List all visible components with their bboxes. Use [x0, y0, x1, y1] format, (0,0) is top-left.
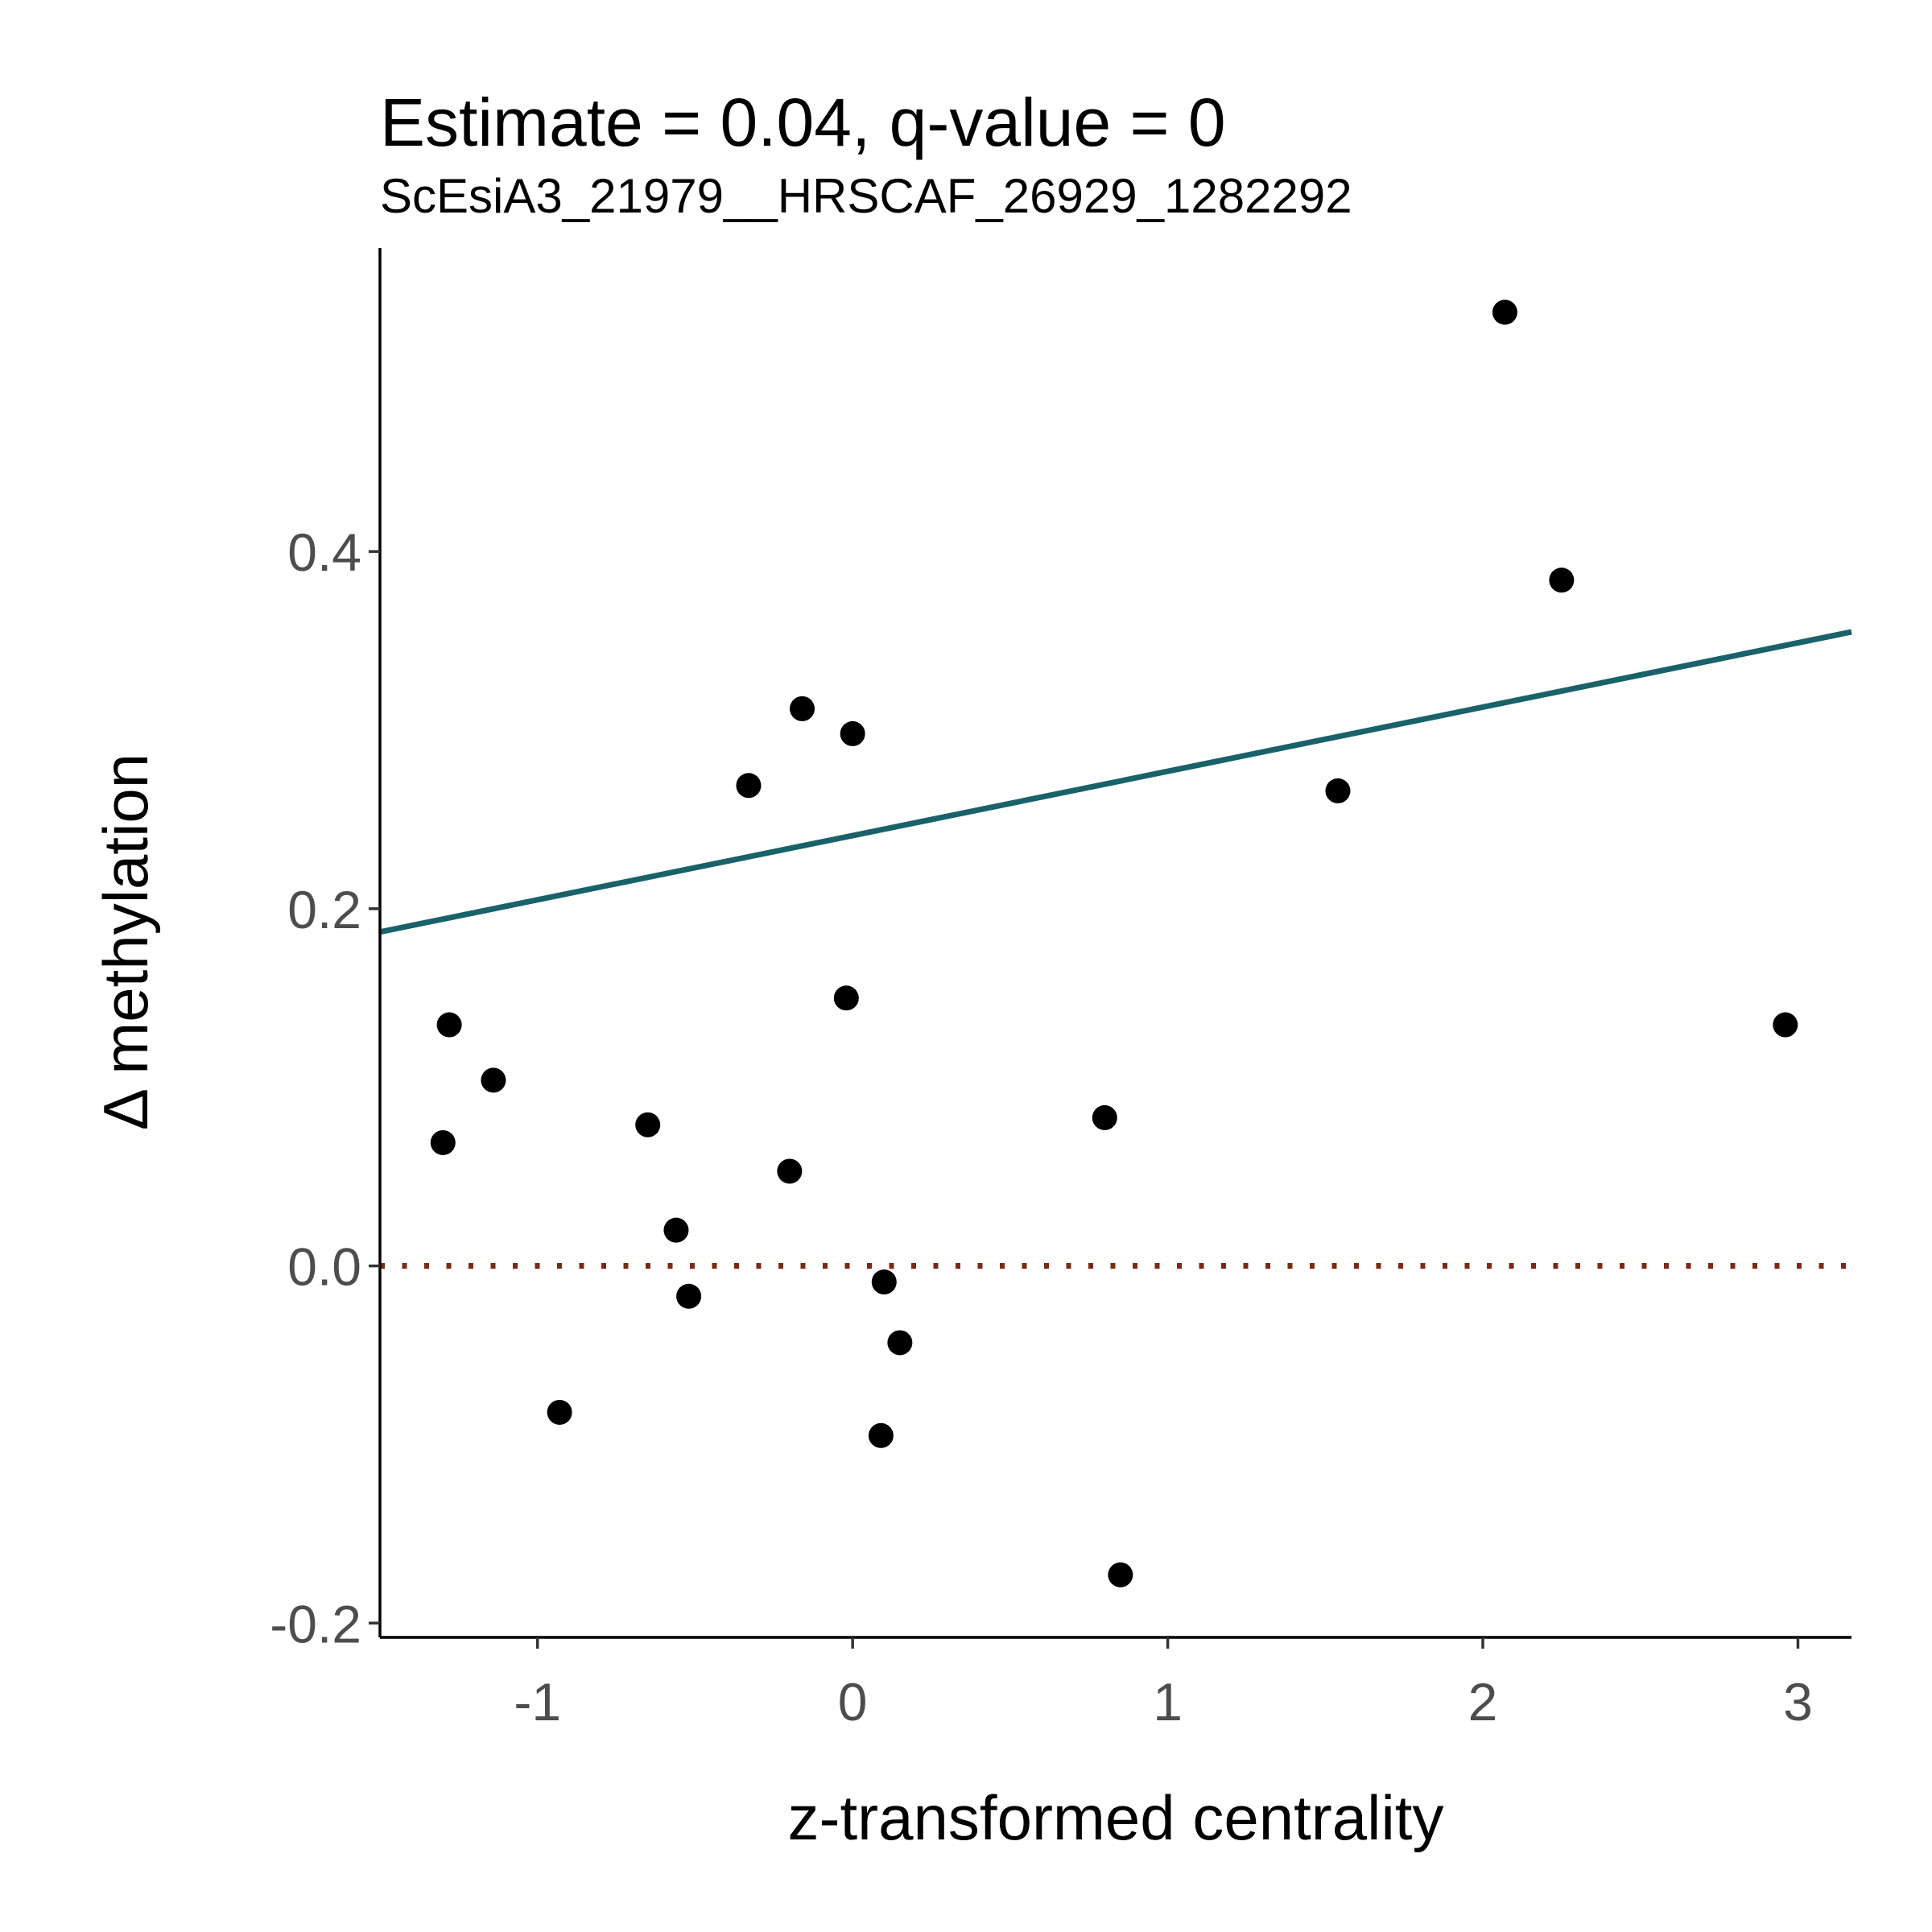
data-point — [736, 773, 762, 799]
data-point — [790, 696, 815, 721]
chart-subtitle: ScEsiA3_21979__HRSCAF_26929_1282292 — [380, 169, 1352, 223]
data-point — [481, 1067, 506, 1093]
x-tick-label: 3 — [1783, 1672, 1813, 1732]
plot-area — [379, 299, 1852, 1587]
x-axis-title: z-transformed centrality — [788, 1782, 1444, 1853]
y-tick-label: -0.2 — [270, 1594, 361, 1653]
y-axis-ticks: -0.2 0.0 0.2 0.4 — [270, 522, 380, 1653]
y-axis-title: Δ methylation — [90, 753, 161, 1130]
data-point — [676, 1283, 702, 1309]
x-tick-label: -1 — [514, 1672, 561, 1732]
x-tick-label: 1 — [1153, 1672, 1183, 1732]
data-point — [1549, 568, 1575, 593]
data-point — [1773, 1012, 1798, 1038]
x-tick-label: 0 — [838, 1672, 868, 1732]
data-point — [833, 985, 859, 1011]
y-tick-label: 0.4 — [287, 522, 361, 582]
y-tick-label: 0.0 — [287, 1237, 361, 1297]
data-point — [1108, 1562, 1133, 1587]
data-point — [1325, 778, 1351, 803]
data-point — [430, 1129, 456, 1155]
x-axis-ticks: -1 0 1 2 3 — [514, 1637, 1813, 1732]
data-point — [887, 1330, 913, 1356]
data-point — [663, 1217, 689, 1243]
chart-title: Estimate = 0.04, q-value = 0 — [380, 85, 1226, 160]
data-point — [871, 1269, 897, 1295]
fit-line — [379, 629, 1852, 935]
data-point — [547, 1399, 572, 1425]
data-point — [436, 1012, 462, 1038]
data-point — [1492, 299, 1517, 325]
y-tick-label: 0.2 — [287, 880, 361, 939]
data-point — [840, 720, 865, 746]
data-point — [777, 1158, 803, 1184]
data-point — [635, 1112, 661, 1137]
x-tick-label: 2 — [1468, 1672, 1498, 1732]
data-point — [868, 1422, 894, 1448]
data-point — [1092, 1104, 1117, 1130]
